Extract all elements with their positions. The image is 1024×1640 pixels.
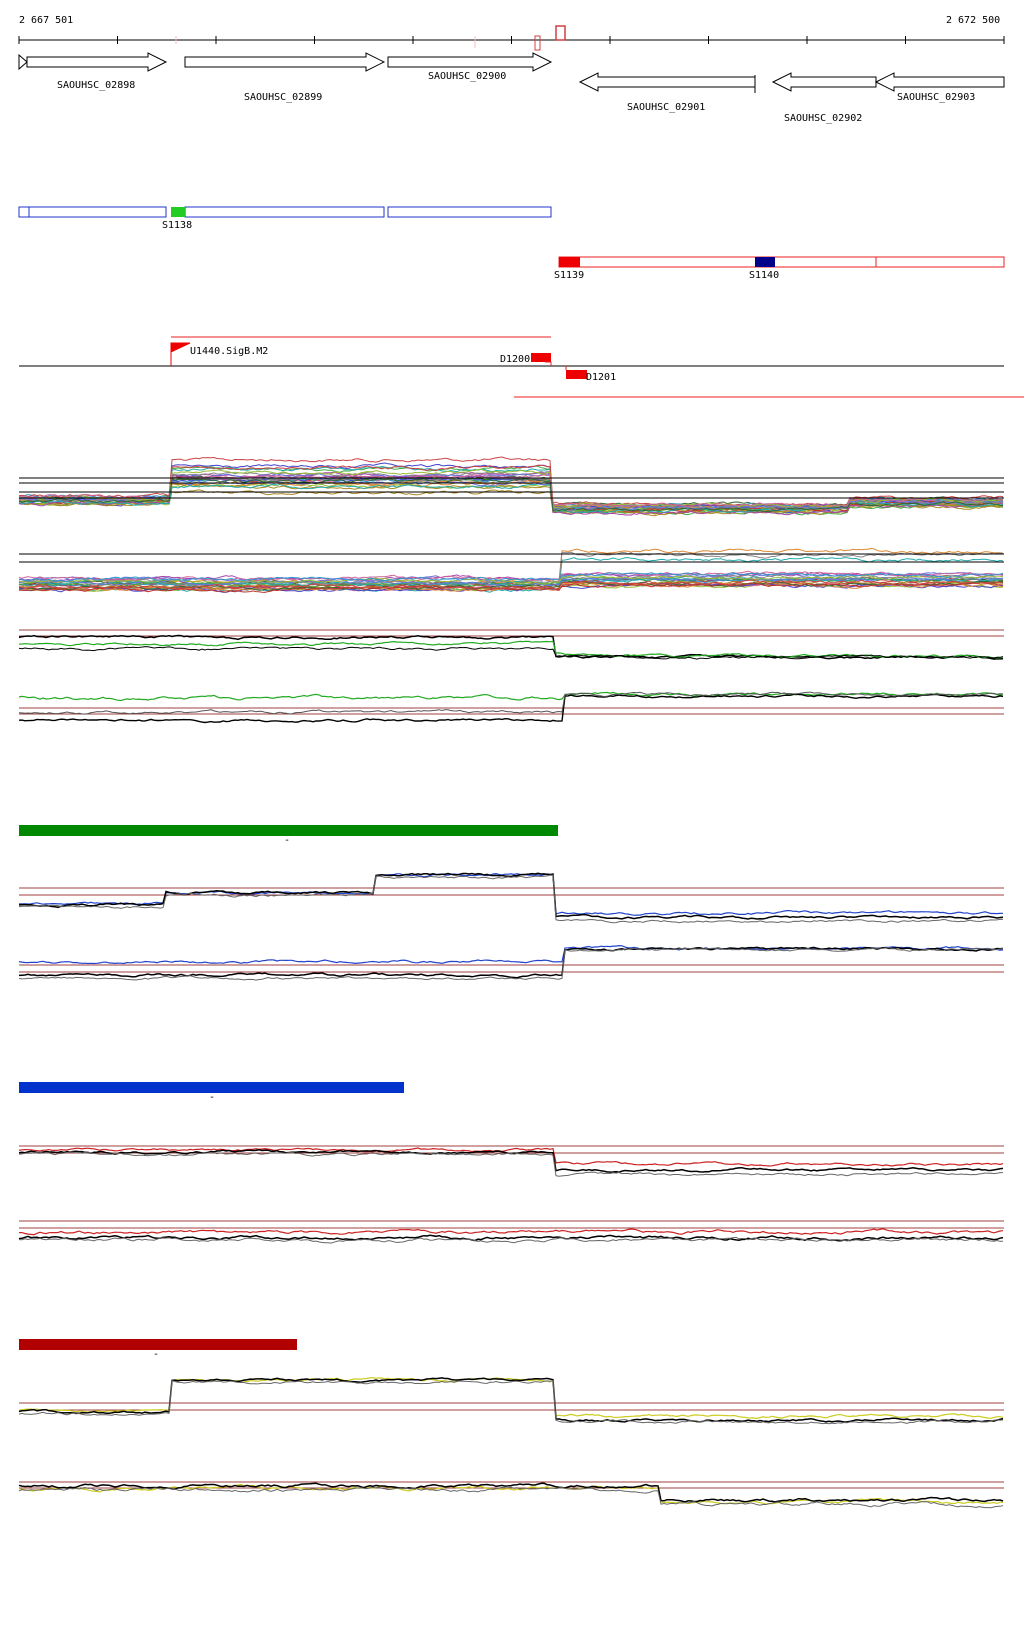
profile-trace	[18, 556, 1004, 593]
profile-trace	[18, 1147, 1004, 1167]
blue-condition-bar[interactable]	[19, 1082, 404, 1093]
profile-trace	[18, 1377, 1004, 1423]
profile-trace	[18, 465, 1004, 516]
gene-arrow[interactable]	[387, 52, 553, 72]
feature-track: U1440.SigB.M2 D1200 D1201	[19, 336, 1024, 398]
red-condition-bar-group: -	[19, 1339, 297, 1360]
green-condition-reverse-profile	[18, 691, 1004, 724]
gene-label: SAOUHSC_02903	[897, 92, 975, 103]
segment-highlight-s1139[interactable]	[559, 257, 580, 267]
profile-trace	[18, 640, 1004, 659]
profile-trace	[18, 580, 1004, 591]
profile-trace	[18, 570, 1004, 582]
segment-box[interactable]	[184, 206, 385, 218]
blue-detail-forward-profile	[18, 1145, 1004, 1177]
profile-trace	[18, 579, 1004, 590]
profile-trace	[18, 1486, 1004, 1509]
multi-sample-forward-profiles	[18, 456, 1004, 517]
start-coordinate: 2 667 501	[19, 15, 73, 26]
profile-trace	[18, 580, 1004, 591]
profile-trace	[18, 481, 1004, 512]
gene-arrow[interactable]	[578, 72, 756, 92]
red-detail-reverse-profile	[18, 1481, 1004, 1509]
condition-marker: -	[209, 1092, 215, 1103]
profile-trace	[18, 1236, 1003, 1244]
profile-trace	[19, 1228, 1004, 1236]
promoter-flag[interactable]	[170, 342, 191, 366]
gene-label: SAOUHSC_02902	[784, 113, 862, 124]
condition-marker: -	[284, 835, 290, 846]
segment-highlight-s1138[interactable]	[171, 207, 185, 217]
forward-segment-track: S1138	[18, 206, 552, 231]
feature-label: D1200	[500, 354, 530, 365]
segment-label: S1138	[162, 220, 192, 231]
segment-highlight-s1140[interactable]	[755, 257, 775, 267]
segment-box[interactable]	[558, 256, 877, 268]
green-condition-bar-group: -	[19, 825, 558, 846]
profile-trace	[18, 646, 1004, 660]
blue-detail-reverse-profile	[18, 1220, 1004, 1244]
green-condition-bar[interactable]	[19, 825, 558, 836]
profile-trace	[18, 473, 1004, 508]
gene-arrow[interactable]	[184, 52, 386, 72]
gene-track: SAOUHSC_02898 SAOUHSC_02899 SAOUHSC_0290…	[18, 52, 1005, 124]
feature-label: D1201	[586, 372, 616, 383]
profile-trace	[18, 477, 1004, 513]
segment-label: S1140	[749, 270, 779, 281]
profile-trace	[19, 572, 1004, 583]
profile-trace	[18, 1234, 1004, 1242]
gene-label: SAOUHSC_02900	[428, 71, 506, 82]
transcript-mark	[555, 25, 566, 41]
profile-trace	[18, 1151, 1003, 1177]
multi-sample-reverse-profiles	[18, 547, 1004, 593]
transcript-mark	[534, 35, 541, 51]
red-detail-forward-profile	[18, 1376, 1004, 1425]
profile-trace	[18, 482, 1004, 515]
gene-arrow[interactable]	[26, 52, 168, 72]
profile-trace	[19, 582, 1004, 593]
gene-label: SAOUHSC_02898	[57, 80, 135, 91]
red-condition-bar[interactable]	[19, 1339, 297, 1350]
coordinate-ruler: 2 667 501 2 672 500	[18, 15, 1005, 51]
profile-trace	[18, 482, 1004, 517]
profile-trace	[18, 947, 1004, 981]
profile-trace	[18, 946, 1004, 979]
profile-trace	[19, 872, 1004, 916]
gene-arrow[interactable]	[18, 53, 28, 71]
profile-trace	[18, 874, 1004, 924]
profile-trace	[18, 1482, 1004, 1503]
profile-trace	[18, 693, 1004, 724]
profile-trace	[18, 634, 1004, 660]
profile-trace	[18, 691, 1004, 702]
blue-condition-bar-group: -	[19, 1082, 404, 1103]
profile-trace	[18, 574, 1004, 587]
feature-d1201[interactable]	[566, 370, 587, 379]
segment-label: S1139	[554, 270, 584, 281]
segment-box[interactable]	[18, 206, 167, 218]
feature-label: U1440.SigB.M2	[190, 346, 268, 357]
green-detail-forward-profile	[18, 872, 1004, 924]
green-condition-forward-profile	[18, 629, 1004, 660]
gene-label: SAOUHSC_02899	[244, 92, 322, 103]
feature-d1200[interactable]	[531, 353, 551, 362]
reverse-segment-track: S1139 S1140	[554, 256, 1005, 281]
gene-arrow[interactable]	[874, 72, 1005, 92]
gene-label: SAOUHSC_02901	[627, 102, 705, 113]
profile-trace	[18, 468, 1004, 509]
segment-box[interactable]	[387, 206, 552, 218]
profile-trace	[18, 691, 1004, 715]
profile-trace	[18, 1379, 1004, 1425]
segment-box[interactable]	[875, 256, 1005, 268]
ruler-ticks	[18, 36, 1005, 44]
condition-marker: -	[153, 1349, 159, 1360]
gene-arrow[interactable]	[771, 72, 877, 92]
green-detail-reverse-profile	[18, 944, 1004, 981]
end-coordinate: 2 672 500	[946, 15, 1000, 26]
